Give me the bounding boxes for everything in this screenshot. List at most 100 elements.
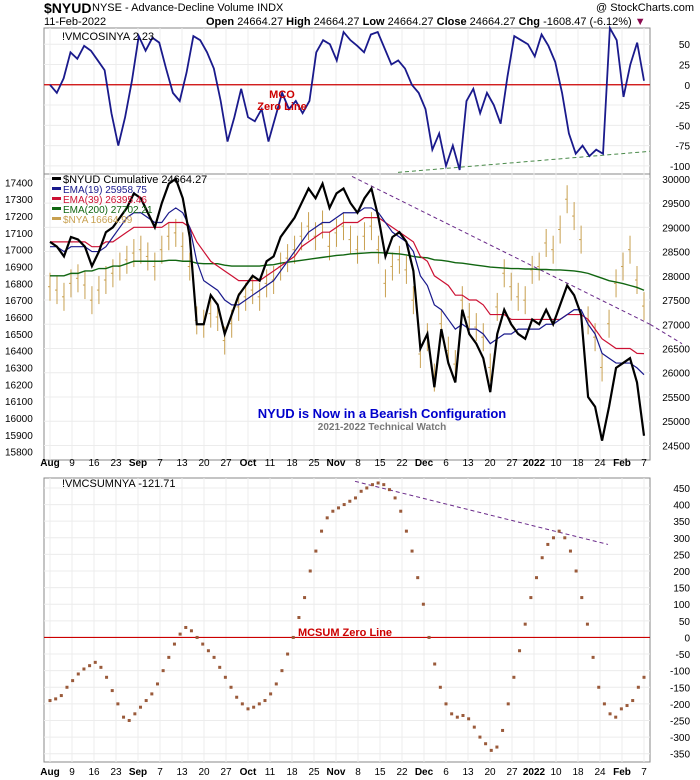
mcsum-point	[161, 669, 165, 673]
legend-entry: EMA(200) 27702.21	[63, 205, 153, 216]
x-tick-label: 23	[110, 767, 122, 778]
y-tick-label-left: 17300	[5, 195, 33, 206]
x-tick-label: Nov	[327, 458, 346, 469]
mcsum-point	[206, 649, 210, 653]
mcsum-point	[376, 481, 380, 485]
zero-line-label: Zero Line	[257, 101, 307, 113]
mcsum-point	[229, 685, 233, 689]
close-label: Close	[436, 16, 467, 28]
annotation-main: NYUD is Now in a Bearish Configuration	[258, 406, 507, 421]
y-tick-label-right: 27000	[662, 320, 690, 331]
x-tick-label: 13	[462, 458, 474, 469]
close-value: 24664.27	[469, 16, 516, 28]
x-tick-label: 22	[396, 767, 408, 778]
ema19-line	[50, 207, 645, 376]
y-tick-label-left: 16800	[5, 279, 33, 290]
mcsum-point	[337, 506, 341, 510]
y-tick-label-left: 17100	[5, 229, 33, 240]
mcsum-point	[393, 496, 397, 500]
mcsum-point	[506, 702, 510, 706]
low-value: 24664.27	[387, 16, 434, 28]
mcsum-point	[218, 665, 222, 669]
y-tick-label-right: 29500	[662, 199, 690, 210]
x-tick-label: 18	[572, 767, 584, 778]
x-tick-label: Nov	[327, 767, 346, 778]
mcsum-point	[167, 655, 171, 659]
mcsum-point	[551, 536, 555, 540]
mcsum-trendline	[354, 480, 609, 545]
y-tick-label: -50	[676, 121, 691, 132]
chg-label: Chg	[518, 16, 540, 28]
x-tick-label: Sep	[129, 767, 147, 778]
high-label: High	[286, 16, 311, 28]
x-tick-label: 27	[220, 458, 232, 469]
y-tick-label: 50	[679, 40, 691, 51]
ema200-line	[50, 251, 645, 291]
x-tick-label: Oct	[240, 458, 257, 469]
mcsum-point	[602, 702, 606, 706]
x-tick-label: 16	[88, 767, 100, 778]
mcsum-point	[308, 569, 312, 573]
x-tick-label: 7	[641, 767, 647, 778]
low-label: Low	[362, 16, 385, 28]
x-tick-label: 27	[506, 458, 518, 469]
x-tick-label: 20	[198, 458, 210, 469]
mcsum-point	[529, 596, 533, 600]
y-tick-label-left: 16000	[5, 414, 33, 425]
ohlc-readout: Open 24664.27 High 24664.27 Low 24664.27…	[206, 16, 646, 28]
mcsum-point	[410, 549, 414, 553]
mcsum-point	[438, 685, 442, 689]
mcsum-point	[608, 712, 612, 716]
y-tick-label-left: 16500	[5, 330, 33, 341]
chart-date: 11-Feb-2022	[44, 16, 107, 28]
mcsum-point	[636, 685, 640, 689]
mcsum-point	[484, 742, 488, 746]
x-tick-label: 23	[110, 458, 122, 469]
mcsum-point	[489, 748, 493, 752]
legend-entry: EMA(19) 25958.75	[63, 185, 147, 196]
mcsum-point	[568, 549, 572, 553]
y-tick-label: -200	[670, 700, 690, 711]
mcsum-point	[625, 704, 629, 708]
zero-line-label: MCSUM Zero Line	[298, 627, 392, 639]
mco-legend: !VMCOSINYA 2.23	[62, 31, 154, 43]
mco-line	[49, 24, 645, 171]
y-tick-label-left: 16900	[5, 263, 33, 274]
y-tick-label: -300	[670, 733, 690, 744]
mcsum-point	[353, 496, 357, 500]
mcsum-point	[642, 675, 646, 679]
mcsum-point	[280, 669, 284, 673]
mcsum-point	[563, 536, 567, 540]
mcsum-point	[223, 675, 227, 679]
x-tick-label: 8	[355, 458, 361, 469]
y-tick-label: -25	[676, 101, 691, 112]
x-tick-label: Feb	[613, 767, 631, 778]
x-tick-label: 9	[69, 767, 75, 778]
open-value: 24664.27	[237, 16, 284, 28]
y-tick-label: 50	[679, 617, 691, 628]
mcsum-point	[370, 483, 374, 487]
ema39-line	[50, 217, 645, 355]
mcsum-point	[65, 685, 69, 689]
mcsum-point	[450, 712, 454, 716]
x-tick-label: 20	[484, 767, 496, 778]
x-tick-label: 2022	[523, 767, 546, 778]
mcsum-point	[274, 682, 278, 686]
y-tick-label-left: 16300	[5, 363, 33, 374]
x-tick-label: 7	[641, 458, 647, 469]
mcsum-point	[325, 516, 329, 520]
mcsum-point	[93, 660, 97, 664]
mcsum-point	[116, 702, 120, 706]
x-tick-label: 11	[265, 767, 276, 778]
y-tick-label-left: 17000	[5, 246, 33, 257]
x-tick-label: 8	[355, 767, 361, 778]
x-tick-label: 22	[396, 458, 408, 469]
copyright[interactable]: @ StockCharts.com	[596, 2, 694, 14]
x-tick-label: 25	[308, 767, 320, 778]
mcsum-point	[546, 542, 550, 546]
y-tick-label: 400	[673, 501, 690, 512]
mcsum-point	[99, 665, 103, 669]
x-tick-label: 2022	[523, 458, 546, 469]
mcsum-point	[71, 679, 75, 683]
x-tick-label: 18	[286, 767, 298, 778]
